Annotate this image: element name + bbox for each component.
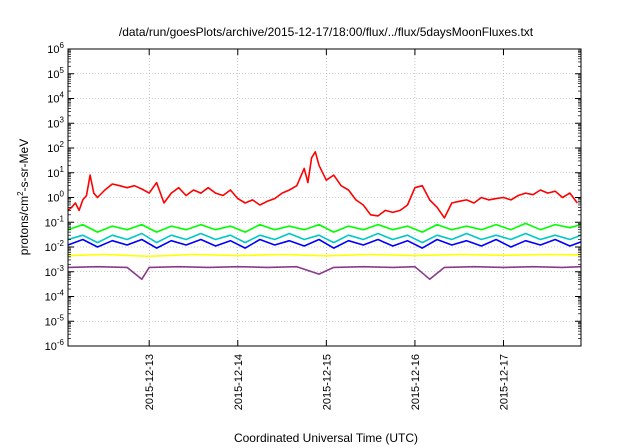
y-tick-base: 10 [45,341,57,353]
y-tick-label: 101 [47,165,64,180]
series-line-5 [68,253,581,258]
y-tick-exponent: 4 [60,91,65,100]
y-tick-exponent: -1 [57,214,65,223]
y-tick-exponent: 5 [60,66,65,75]
y-tick-label: 105 [47,66,64,81]
y-tick-exponent: -3 [57,264,65,273]
y-tick-label: 103 [47,115,64,130]
y-tick-base: 10 [45,292,57,304]
y-tick-exponent: -6 [57,338,65,347]
y-tick-exponent: 3 [60,115,65,124]
y-tick-label: 100 [47,190,64,205]
y-tick-base: 10 [45,267,57,279]
series-line-4 [68,238,581,249]
y-tick-base: 10 [47,193,59,205]
y-tick-label: 106 [47,41,64,56]
y-axis-label: protons/cm2-s-sr-MeV [16,139,31,255]
x-tick-label: 2015-12-16 [410,354,422,410]
y-tick-label: 102 [47,140,64,155]
series-line-2 [68,222,581,233]
y-tick-label: 10-5 [45,313,65,328]
x-tick-label: 2015-12-17 [498,354,510,410]
x-tick-label: 2015-12-13 [144,354,156,410]
y-tick-exponent: 6 [60,41,65,50]
x-tick-label: 2015-12-14 [233,354,245,410]
y-tick-base: 10 [47,44,59,56]
y-tick-base: 10 [47,143,59,155]
series-line-1 [68,151,578,219]
y-tick-exponent: 2 [60,140,65,149]
y-tick-exponent: -2 [57,239,65,248]
y-tick-exponent: 1 [60,165,65,174]
series-line-6 [68,265,581,280]
y-tick-exponent: 0 [60,190,65,199]
y-tick-base: 10 [47,168,59,180]
y-tick-label: 10-4 [45,289,65,304]
y-tick-base: 10 [47,118,59,130]
series-line-3 [68,232,581,244]
y-tick-exponent: -4 [57,289,65,298]
y-tick-label: 104 [47,91,64,106]
y-tick-label: 10-3 [45,264,65,279]
y-tick-label: 10-6 [45,338,65,353]
y-tick-label: 10-2 [45,239,65,254]
y-tick-base: 10 [45,242,57,254]
y-tick-exponent: -5 [57,313,65,322]
x-axis: 2015-12-13 2015-12-14 2015-12-15 2015-12-16… [144,49,510,410]
y-tick-base: 10 [45,316,57,328]
x-axis-label: Coordinated Universal Time (UTC) [234,431,418,445]
x-tick-label: 2015-12-15 [321,354,333,410]
y-tick-base: 10 [47,94,59,106]
y-tick-base: 10 [47,69,59,81]
y-axis: 10-610-510-410-310-210-11001011021031041… [45,41,581,353]
y-tick-label: 10-1 [45,214,65,229]
series-layer [68,151,581,280]
chart-title: /data/run/goesPlots/archive/2015-12-17/1… [119,25,534,39]
y-tick-base: 10 [45,217,57,229]
